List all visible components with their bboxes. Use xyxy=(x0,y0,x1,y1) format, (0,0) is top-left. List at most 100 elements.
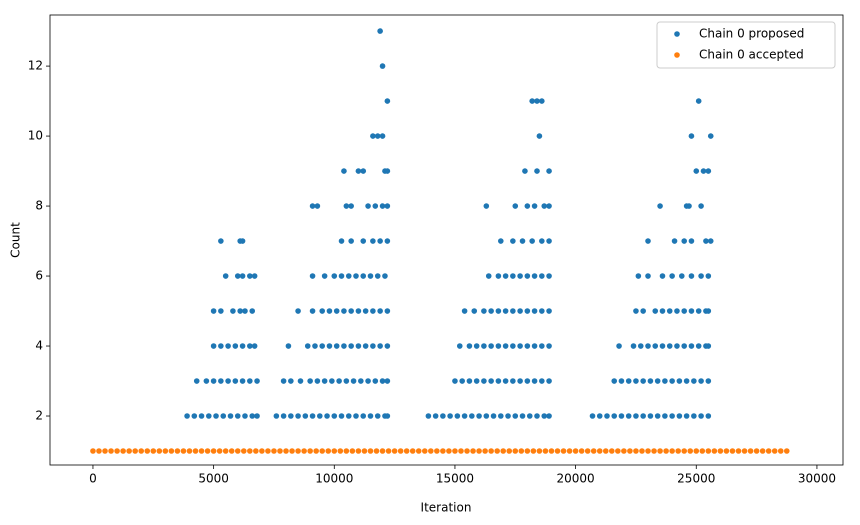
point xyxy=(222,448,229,454)
point xyxy=(355,308,362,314)
point xyxy=(341,343,347,349)
point xyxy=(652,343,659,349)
point xyxy=(771,448,778,454)
point xyxy=(337,448,344,454)
point xyxy=(367,448,374,454)
point xyxy=(705,273,712,279)
point xyxy=(156,448,163,454)
point xyxy=(539,378,545,384)
point xyxy=(353,413,359,419)
point xyxy=(313,448,319,454)
point xyxy=(360,273,367,279)
point xyxy=(370,238,376,244)
point xyxy=(512,413,519,419)
point xyxy=(481,378,487,384)
point xyxy=(385,448,392,454)
point xyxy=(554,448,561,454)
point xyxy=(377,343,383,349)
point xyxy=(384,238,391,244)
point xyxy=(225,343,231,349)
point xyxy=(355,448,362,454)
point xyxy=(204,448,211,454)
point xyxy=(283,448,289,454)
point xyxy=(96,448,102,454)
point xyxy=(348,238,354,244)
point xyxy=(355,343,362,349)
point xyxy=(247,378,253,384)
point xyxy=(384,203,391,209)
point xyxy=(213,413,219,419)
point xyxy=(512,203,519,209)
point xyxy=(688,308,695,314)
x-tick-label: 25000 xyxy=(677,472,715,486)
point xyxy=(546,238,552,244)
point xyxy=(232,343,239,349)
point xyxy=(669,378,675,384)
point xyxy=(309,413,316,419)
point xyxy=(384,98,391,104)
point xyxy=(531,378,538,384)
point xyxy=(295,413,301,419)
point xyxy=(640,413,646,419)
point xyxy=(192,448,199,454)
point xyxy=(645,343,651,349)
point xyxy=(681,238,688,244)
point xyxy=(218,308,224,314)
point xyxy=(341,168,347,174)
point xyxy=(539,308,545,314)
point xyxy=(683,378,690,384)
point xyxy=(536,133,543,139)
point xyxy=(518,448,525,454)
point xyxy=(370,133,376,139)
point xyxy=(481,308,487,314)
point xyxy=(343,203,350,209)
point xyxy=(657,203,663,209)
point xyxy=(374,133,381,139)
point xyxy=(251,343,258,349)
point xyxy=(495,273,502,279)
point xyxy=(546,308,552,314)
point xyxy=(674,343,680,349)
point xyxy=(534,413,540,419)
point xyxy=(249,308,256,314)
point xyxy=(317,413,323,419)
point xyxy=(144,448,151,454)
point xyxy=(350,378,357,384)
point xyxy=(273,413,280,419)
point xyxy=(505,413,511,419)
point xyxy=(729,448,736,454)
point xyxy=(254,378,260,384)
point xyxy=(307,378,313,384)
point xyxy=(488,308,494,314)
plot-frame xyxy=(49,14,844,466)
point xyxy=(510,238,516,244)
point xyxy=(627,448,633,454)
point xyxy=(218,343,224,349)
x-axis-label: Iteration xyxy=(421,501,472,515)
y-tick-label: 6 xyxy=(35,269,43,283)
point xyxy=(432,413,439,419)
point xyxy=(705,308,712,314)
point xyxy=(466,378,473,384)
point xyxy=(669,448,675,454)
point xyxy=(174,448,181,454)
y-tick-label: 10 xyxy=(28,129,43,143)
point xyxy=(687,448,694,454)
point xyxy=(239,343,246,349)
point xyxy=(234,273,241,279)
point xyxy=(447,413,453,419)
point xyxy=(485,273,492,279)
point xyxy=(546,378,552,384)
point xyxy=(497,238,504,244)
point xyxy=(280,378,287,384)
point xyxy=(611,413,618,419)
point xyxy=(331,448,338,454)
point xyxy=(377,28,383,34)
point xyxy=(309,308,316,314)
point xyxy=(524,448,531,454)
point xyxy=(446,448,452,454)
point xyxy=(693,168,700,174)
point xyxy=(218,238,224,244)
legend-box xyxy=(656,21,836,69)
